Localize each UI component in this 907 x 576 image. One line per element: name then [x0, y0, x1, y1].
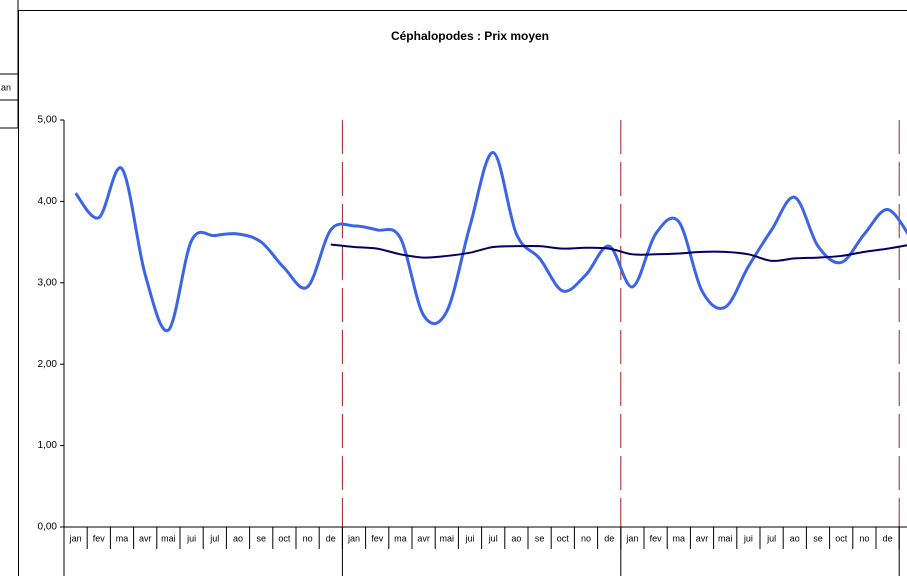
x-tick-label: jul — [766, 533, 776, 543]
x-tick-label: jul — [209, 533, 219, 543]
y-tick-label: 5,00 — [38, 115, 58, 126]
x-tick-label: ma — [673, 533, 686, 543]
y-tick-label: 2,00 — [38, 359, 58, 370]
x-tick-label: no — [859, 533, 869, 543]
chart-title: Céphalopodes : Prix moyen — [391, 29, 549, 43]
x-tick-label: fev — [371, 533, 384, 543]
x-tick-label: oct — [278, 533, 291, 543]
y-tick-label: 3,00 — [38, 277, 58, 288]
x-tick-label: oct — [835, 533, 848, 543]
x-tick-label: se — [813, 533, 823, 543]
x-tick-label: de — [883, 533, 893, 543]
background-window: an — [0, 0, 19, 129]
x-tick-label: jan — [625, 533, 638, 543]
chart-frame — [18, 10, 907, 576]
x-tick-label: mai — [440, 533, 455, 543]
x-tick-label: no — [303, 533, 313, 543]
window-frame — [0, 0, 19, 129]
x-tick-label: de — [326, 533, 336, 543]
x-tick-label: jui — [186, 533, 196, 543]
series-line — [74, 151, 907, 332]
x-tick-label: se — [256, 533, 266, 543]
x-tick-label: ao — [790, 533, 800, 543]
x-tick-label: jui — [464, 533, 474, 543]
x-tick-label: oct — [557, 533, 570, 543]
x-tick-label: de — [604, 533, 614, 543]
y-tick-label: 4,00 — [38, 196, 58, 207]
x-tick-label: ao — [511, 533, 521, 543]
x-tick-label: avr — [696, 533, 709, 543]
x-tick-label: mai — [161, 533, 176, 543]
x-tick-label: ma — [394, 533, 407, 543]
x-tick-label: jul — [488, 533, 498, 543]
x-tick-label: ma — [116, 533, 129, 543]
x-tick-label: avr — [139, 533, 152, 543]
x-tick-label: fev — [650, 533, 663, 543]
x-tick-label: jan — [69, 533, 82, 543]
x-tick-label: se — [535, 533, 545, 543]
x-tick-label: jui — [743, 533, 753, 543]
x-tick-label: no — [581, 533, 591, 543]
series-line — [330, 243, 907, 262]
x-tick-label: ao — [233, 533, 243, 543]
x-tick-label: avr — [417, 533, 430, 543]
x-tick-label: mai — [718, 533, 733, 543]
x-tick-label: jan — [347, 533, 360, 543]
window-label: an — [1, 82, 11, 92]
y-tick-label: 1,00 — [38, 440, 58, 451]
y-tick-label: 0,00 — [38, 522, 58, 533]
x-tick-label: fev — [93, 533, 106, 543]
